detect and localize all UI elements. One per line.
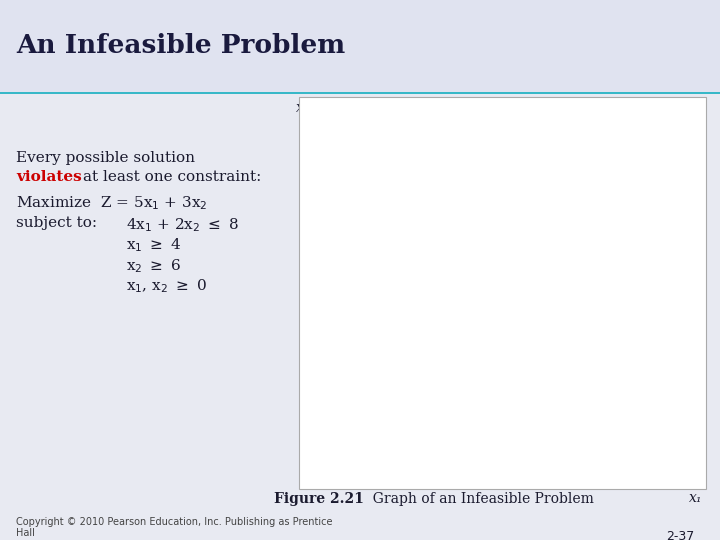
Text: x$_1$, x$_2$ $\geq$ 0: x$_1$, x$_2$ $\geq$ 0 (126, 278, 207, 295)
Text: x₂ = 6: x₂ = 6 (664, 298, 701, 310)
Text: x₁: x₁ (689, 491, 703, 505)
Text: x₁ = 4: x₁ = 4 (405, 127, 441, 140)
Text: An Infeasible Problem: An Infeasible Problem (16, 33, 345, 58)
Text: 4x₁ + 2x₂ = 8: 4x₁ + 2x₂ = 8 (375, 381, 536, 423)
Text: x₂: x₂ (296, 102, 310, 116)
Text: Every possible solution: Every possible solution (16, 151, 195, 165)
Text: violates: violates (16, 170, 81, 184)
Text: x$_1$ $\geq$ 4: x$_1$ $\geq$ 4 (126, 237, 181, 254)
Text: Copyright © 2010 Pearson Education, Inc. Publishing as Prentice: Copyright © 2010 Pearson Education, Inc.… (16, 517, 333, 528)
Text: 4x$_1$ + 2x$_2$ $\leq$ 8: 4x$_1$ + 2x$_2$ $\leq$ 8 (126, 216, 239, 234)
Text: C: C (513, 273, 522, 286)
Text: at least one constraint:: at least one constraint: (83, 170, 261, 184)
Text: Hall: Hall (16, 528, 35, 538)
Text: subject to:: subject to: (16, 216, 97, 230)
Text: A: A (343, 447, 351, 460)
Text: Graph of an Infeasible Problem: Graph of an Infeasible Problem (364, 492, 593, 507)
Text: Maximize  Z = 5x$_1$ + 3x$_2$: Maximize Z = 5x$_1$ + 3x$_2$ (16, 194, 207, 212)
Text: B: B (394, 376, 402, 389)
Text: Figure 2.21: Figure 2.21 (274, 492, 364, 507)
Text: 2-37: 2-37 (667, 530, 695, 540)
Text: x$_2$ $\geq$ 6: x$_2$ $\geq$ 6 (126, 257, 181, 275)
